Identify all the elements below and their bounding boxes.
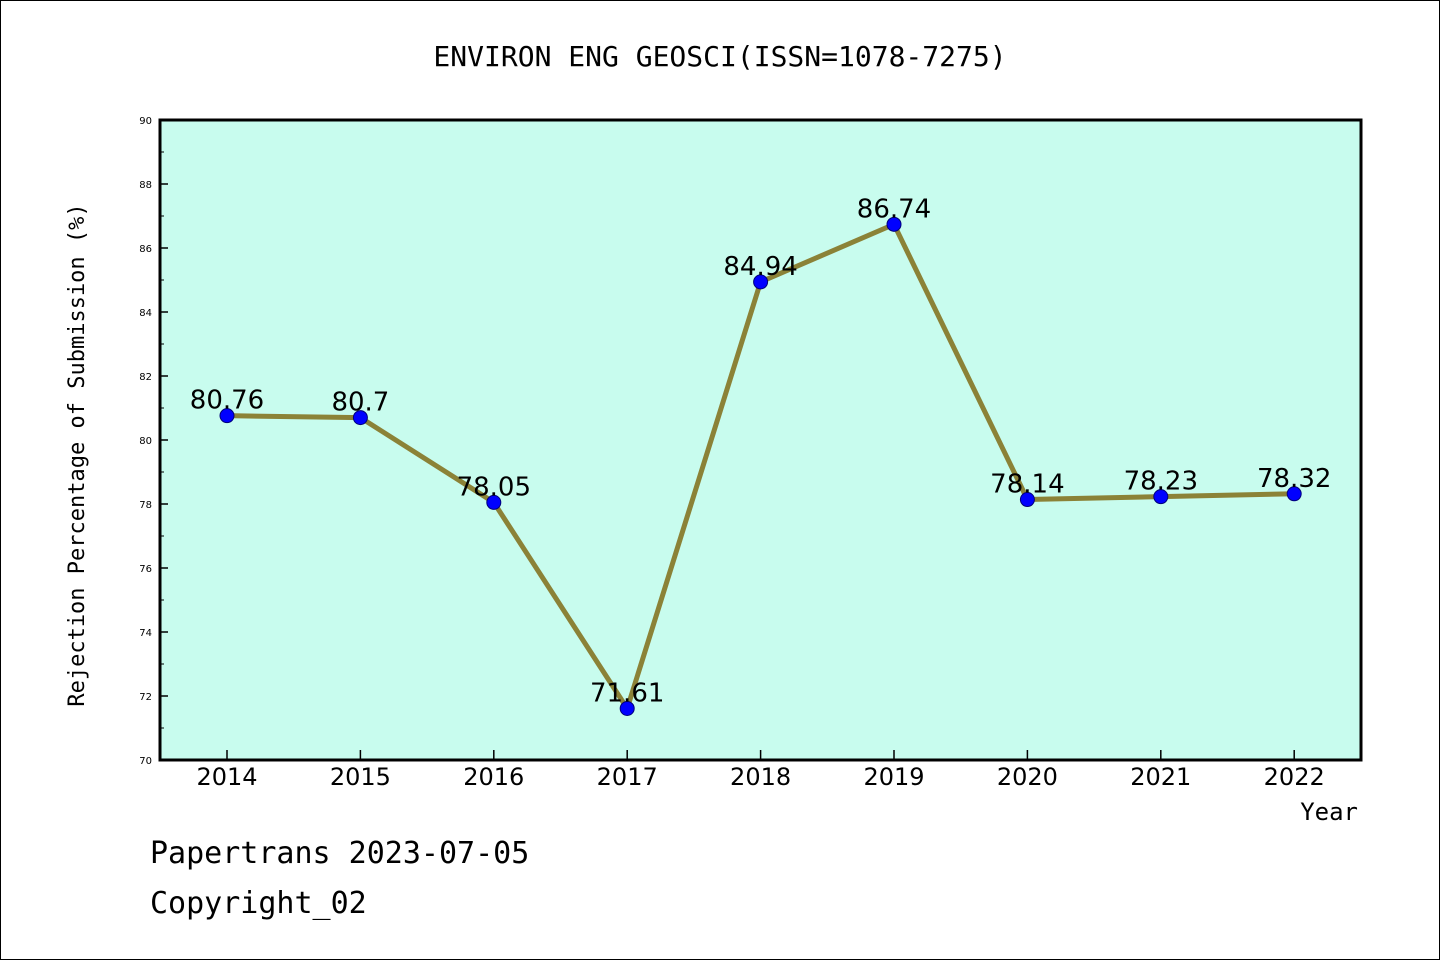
y-tick-label: 72 [139, 692, 152, 703]
data-label: 71.61 [590, 678, 664, 708]
y-axis: 70 72 74 76 78 80 82 84 86 88 90 [139, 116, 168, 767]
data-label: 78.23 [1124, 467, 1198, 497]
data-point [1286, 486, 1302, 502]
data-point [486, 494, 502, 510]
data-label: 78.32 [1257, 464, 1331, 494]
data-label: 84.94 [723, 252, 797, 282]
plot-area [160, 120, 1361, 760]
y-tick-label: 76 [139, 564, 152, 575]
footer-papertrans: Papertrans 2023-07-05 [150, 836, 529, 871]
data-points [219, 216, 1302, 716]
x-tick-label: 2019 [863, 763, 924, 791]
data-point [1019, 492, 1035, 508]
data-label: 80.76 [190, 386, 264, 416]
data-label: 78.05 [457, 472, 531, 502]
x-tick-label: 2016 [463, 763, 524, 791]
x-tick-label: 2022 [1264, 763, 1325, 791]
y-axis-label: Rejection Percentage of Submission (%) [65, 203, 90, 706]
x-tick-label: 2015 [330, 763, 391, 791]
chart-title: ENVIRON ENG GEOSCI(ISSN=1078-7275) [433, 40, 1006, 73]
data-labels: 80.76 80.7 78.05 71.61 84.94 86.74 78.14 78.23 7… [190, 194, 1332, 708]
x-tick-label: 2021 [1130, 763, 1191, 791]
y-tick-label: 86 [139, 244, 152, 255]
y-tick-label: 70 [139, 756, 152, 767]
x-tick-label: 2020 [997, 763, 1058, 791]
x-axis-label: Year [1300, 798, 1358, 826]
data-label: 86.74 [857, 194, 931, 224]
plot-frame [158, 118, 1363, 762]
data-point [619, 700, 635, 716]
y-tick-label: 82 [139, 372, 152, 383]
data-point [219, 408, 235, 424]
x-axis: 2014 2015 2016 2017 2018 2019 2020 2021 2022 [196, 750, 1325, 791]
data-point [886, 216, 902, 232]
y-tick-label: 80 [139, 436, 152, 447]
data-point [753, 274, 769, 290]
footer-copyright: Copyright_02 [150, 886, 367, 921]
data-label: 78.14 [990, 470, 1064, 500]
x-tick-label: 2014 [196, 763, 257, 791]
data-point [1153, 489, 1169, 505]
y-tick-label: 74 [139, 628, 152, 639]
y-tick-label: 88 [139, 180, 152, 191]
y-tick-label: 78 [139, 500, 152, 511]
x-tick-label: 2018 [730, 763, 791, 791]
y-tick-label: 90 [139, 116, 152, 127]
y-tick-label: 84 [139, 308, 152, 319]
data-point [352, 410, 368, 426]
x-tick-label: 2017 [597, 763, 658, 791]
data-label: 80.7 [331, 388, 389, 418]
